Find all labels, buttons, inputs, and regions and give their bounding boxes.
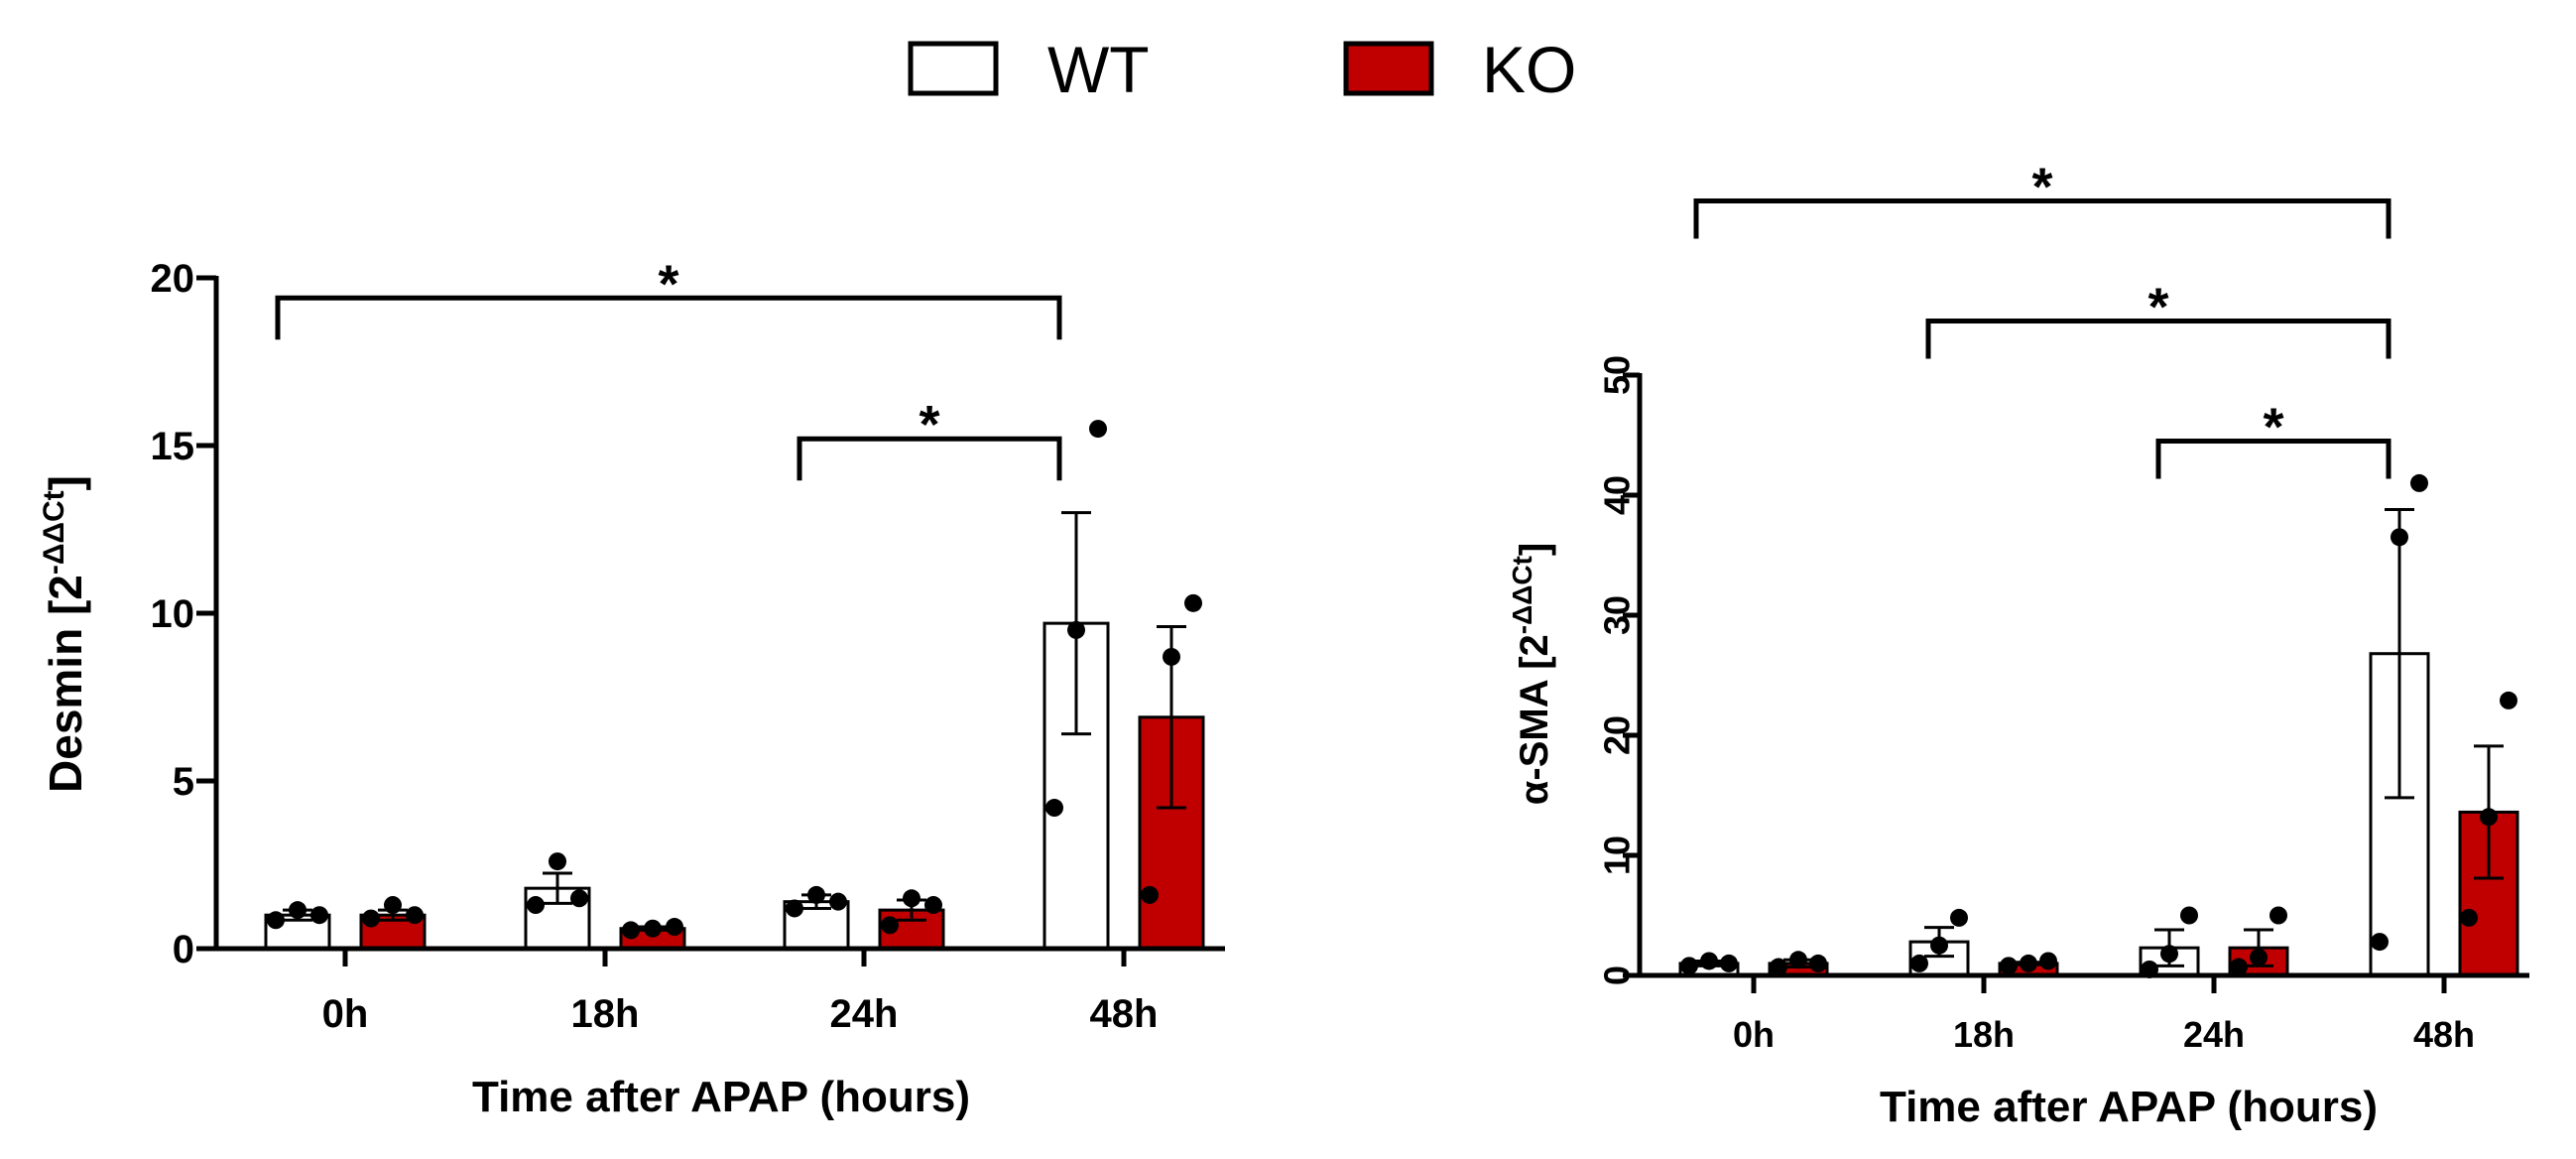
- asma-xtick-label-18h: 18h: [1953, 1014, 2015, 1055]
- asma-significance-star-2: *: [2147, 278, 2168, 337]
- desmin-y-label-close: ]: [40, 475, 91, 490]
- desmin-ytick-label-20: 20: [151, 257, 195, 301]
- desmin-xtick-label-48h: 48h: [1090, 992, 1159, 1036]
- asma-point-wt-0h-3: [1720, 954, 1738, 972]
- asma-chart: α-SMA [2-ΔΔCt] Time after APAP (hours) 0…: [1507, 158, 2529, 1131]
- desmin-y-label-sup: -ΔΔCt: [38, 490, 70, 575]
- asma-significance-bracket-3: [2155, 439, 2392, 479]
- desmin-point-ko-24h-2: [903, 889, 920, 908]
- desmin-xtick-label-0h: 0h: [322, 992, 369, 1036]
- desmin-point-ko-18h-3: [666, 918, 683, 937]
- asma-point-ko-48h-3: [2500, 691, 2517, 709]
- asma-bar-wt-48h: [2369, 652, 2430, 977]
- asma-point-wt-0h-1: [1680, 957, 1698, 975]
- desmin-significance-star-2: *: [919, 395, 939, 454]
- asma-point-ko-0h-3: [1809, 954, 1827, 972]
- asma-significance-bracket-1: [1693, 198, 2392, 239]
- legend-label-ko: KO: [1482, 33, 1576, 106]
- desmin-ytick-label-5: 5: [173, 760, 194, 804]
- legend-label-wt: WT: [1047, 33, 1150, 106]
- asma-point-ko-0h-1: [1770, 958, 1787, 976]
- asma-y-label-sup: -ΔΔCt: [1507, 556, 1537, 634]
- desmin-ytick-label-10: 10: [151, 592, 195, 636]
- desmin-point-wt-24h-1: [786, 899, 803, 918]
- asma-y-label-main: α-SMA [2: [1513, 634, 1556, 805]
- asma-point-ko-18h-3: [2039, 952, 2057, 970]
- asma-x-axis-label: Time after APAP (hours): [1880, 1083, 2378, 1131]
- asma-xtick-label-24h: 24h: [2183, 1014, 2245, 1055]
- asma-significance-star-1: *: [2031, 158, 2052, 217]
- desmin-ytick-label-0: 0: [173, 928, 194, 971]
- asma-point-ko-18h-1: [2000, 957, 2018, 975]
- asma-point-wt-24h-2: [2160, 945, 2178, 964]
- legend: WT KO: [908, 33, 1576, 106]
- asma-point-wt-0h-2: [1700, 952, 1718, 970]
- desmin-y-label-main: Desmin [2: [40, 575, 91, 793]
- asma-ytick-label-10: 10: [1597, 836, 1638, 875]
- desmin-point-ko-0h-3: [406, 906, 424, 925]
- desmin-point-wt-48h-2: [1067, 620, 1085, 639]
- desmin-point-wt-24h-2: [807, 885, 825, 904]
- desmin-ytick-label-15: 15: [151, 425, 195, 468]
- asma-point-wt-18h-2: [1930, 936, 1948, 955]
- asma-point-wt-48h-1: [2371, 933, 2389, 952]
- asma-point-ko-24h-3: [2269, 906, 2287, 925]
- asma-ytick-label-20: 20: [1597, 715, 1638, 755]
- asma-xtick-label-48h: 48h: [2413, 1014, 2475, 1055]
- asma-y-axis-label: α-SMA [2-ΔΔCt]: [1507, 543, 1556, 805]
- desmin-point-ko-24h-3: [924, 896, 942, 915]
- desmin-point-wt-48h-1: [1045, 799, 1063, 818]
- asma-point-ko-24h-2: [2250, 948, 2268, 966]
- asma-point-ko-24h-1: [2230, 958, 2248, 976]
- asma-point-wt-48h-2: [2391, 528, 2408, 547]
- desmin-significance-star-1: *: [658, 254, 678, 314]
- asma-point-wt-18h-1: [1910, 954, 1928, 972]
- asma-point-ko-18h-2: [2020, 954, 2037, 972]
- desmin-chart: Desmin [2-ΔΔCt] Time after APAP (hours) …: [38, 254, 1225, 1121]
- desmin-point-wt-18h-3: [570, 889, 588, 908]
- desmin-point-wt-18h-1: [527, 896, 545, 915]
- asma-point-ko-48h-2: [2480, 808, 2498, 827]
- desmin-point-wt-0h-2: [289, 901, 307, 920]
- desmin-point-ko-18h-1: [622, 921, 640, 940]
- asma-y-label-close: ]: [1513, 543, 1556, 556]
- desmin-point-ko-0h-1: [362, 909, 380, 928]
- desmin-point-ko-0h-2: [384, 896, 402, 915]
- asma-point-ko-0h-2: [1789, 951, 1807, 969]
- asma-point-ko-48h-1: [2460, 908, 2478, 927]
- desmin-point-wt-48h-3: [1089, 420, 1107, 439]
- desmin-point-wt-0h-3: [310, 906, 328, 925]
- asma-point-wt-18h-3: [1950, 908, 1968, 927]
- desmin-xtick-label-18h: 18h: [571, 992, 640, 1036]
- asma-significance-bracket-2: [1925, 319, 2392, 359]
- desmin-significance-bracket-1: [275, 295, 1062, 340]
- legend-swatch-wt: [908, 41, 999, 96]
- desmin-point-wt-18h-2: [549, 852, 566, 871]
- asma-point-wt-24h-3: [2180, 906, 2198, 925]
- asma-point-wt-48h-3: [2410, 473, 2428, 492]
- desmin-xtick-label-24h: 24h: [830, 992, 899, 1036]
- asma-ytick-label-30: 30: [1597, 595, 1638, 635]
- desmin-x-axis-label: Time after APAP (hours): [472, 1073, 970, 1121]
- desmin-y-axis-label: Desmin [2-ΔΔCt]: [38, 475, 91, 793]
- legend-swatch-ko: [1343, 41, 1434, 96]
- asma-ytick-label-50: 50: [1597, 355, 1638, 395]
- asma-significance-star-3: *: [2263, 398, 2283, 457]
- desmin-point-ko-24h-1: [881, 916, 899, 935]
- desmin-point-ko-48h-3: [1184, 593, 1202, 612]
- desmin-point-wt-24h-3: [829, 892, 847, 911]
- asma-ytick-label-40: 40: [1597, 475, 1638, 515]
- desmin-point-ko-48h-2: [1163, 647, 1180, 666]
- asma-ytick-label-0: 0: [1597, 966, 1638, 985]
- desmin-point-wt-0h-1: [267, 911, 285, 930]
- desmin-point-ko-18h-2: [644, 919, 662, 938]
- desmin-point-ko-48h-1: [1141, 885, 1159, 904]
- desmin-significance-bracket-2: [797, 436, 1062, 481]
- asma-xtick-label-0h: 0h: [1733, 1014, 1775, 1055]
